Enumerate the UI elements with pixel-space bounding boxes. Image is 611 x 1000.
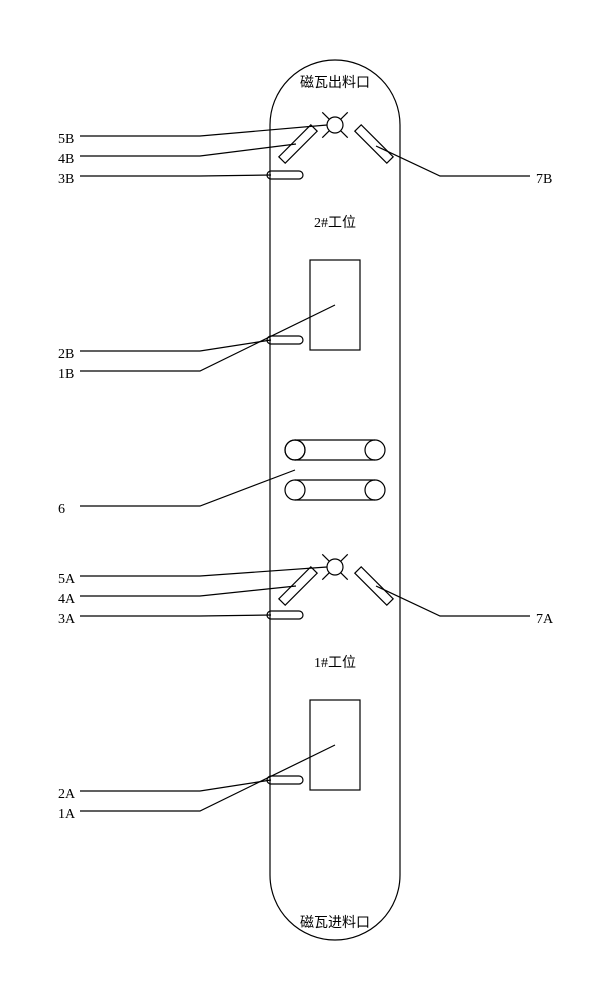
leader-4A [80, 586, 296, 596]
leader-7B [376, 146, 530, 176]
callout-label-3A: 3A [58, 612, 75, 628]
callout-label-3B: 3B [58, 172, 74, 188]
callout-label-1A: 1A [58, 807, 75, 823]
leader-2B [80, 340, 271, 351]
leader-4B [80, 144, 296, 156]
inlet-label: 磁瓦进料口 [300, 912, 370, 932]
callout-label-1B: 1B [58, 367, 74, 383]
callout-label-5A: 5A [58, 572, 75, 588]
leader-6 [80, 470, 295, 506]
leader-3B [80, 175, 271, 176]
leader-2A [80, 780, 271, 791]
leader-5B [80, 125, 327, 136]
callout-label-2B: 2B [58, 347, 74, 363]
callout-label-2A: 2A [58, 787, 75, 803]
callout-label-4A: 4A [58, 592, 75, 608]
callout-label-4B: 4B [58, 152, 74, 168]
leader-7A [376, 586, 530, 616]
callout-label-5B: 5B [58, 132, 74, 148]
station2-label: 2#工位 [314, 212, 356, 232]
callout-label-7B: 7B [536, 172, 552, 188]
callout-label-6: 6 [58, 502, 65, 518]
leader-1A [80, 745, 335, 811]
leader-1B [80, 305, 335, 371]
diagram-canvas [0, 0, 611, 1000]
station1-label: 1#工位 [314, 652, 356, 672]
leader-5A [80, 567, 327, 576]
outlet-label: 磁瓦出料口 [300, 72, 370, 92]
leader-3A [80, 615, 271, 616]
callout-label-7A: 7A [536, 612, 553, 628]
